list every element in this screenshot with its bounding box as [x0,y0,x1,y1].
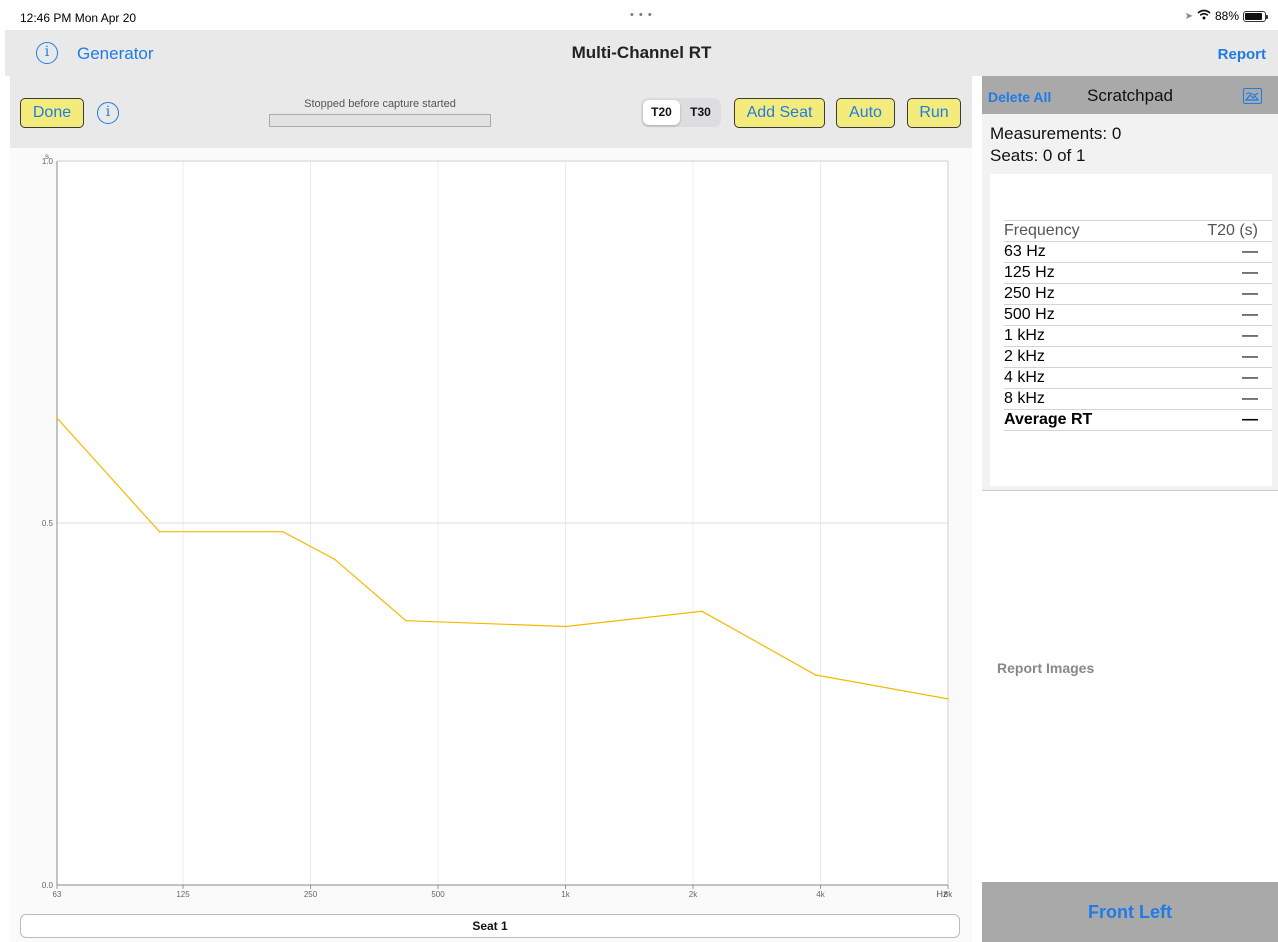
rt-data-point [158,530,161,533]
image-icon[interactable] [1243,88,1262,104]
info-circle-icon[interactable]: i [97,102,119,124]
rt-results-card: Frequency T20 (s) 63 Hz —125 Hz —250 Hz —50… [990,174,1272,486]
rt-chart-svg: 63 125 250 500 1k 2k 4k 8k 0.0 0.5 1.0s Hz [42,152,953,899]
average-value: — [1158,409,1272,431]
seat-bar: Seat 1 [10,910,972,942]
rt-data-point [701,610,703,613]
status-time: 12:46 PM Mon Apr 20 [20,11,137,25]
x-tick-label: 250 [304,890,318,899]
rt-value-cell: — [1158,304,1272,326]
front-left-button[interactable]: Front Left [982,882,1278,942]
y-tick-label: 0.0 [42,881,54,890]
y-tick-label: 0.5 [42,519,54,528]
frequency-cell: 4 kHz [1004,367,1159,389]
rt-data-point [281,530,284,533]
rt-metric-segmented-control: T20 T30 [641,98,721,127]
page-title: Multi-Channel RT [571,43,712,62]
rt-value-cell: — [1158,367,1272,389]
capture-status-text: Stopped before capture started [304,98,456,110]
frequency-cell: 250 Hz [1004,283,1159,305]
y-tick-label: 1.0 [42,157,54,166]
rt-chart: 63 125 250 500 1k 2k 4k 8k 0.0 0.5 1.0 s Hz [10,148,972,910]
rt-data-point [56,417,58,419]
frequency-column-header: Frequency [1004,220,1159,242]
scratchpad-title: Scratchpad [1087,86,1173,105]
run-button[interactable]: Run [907,98,961,128]
frequency-cell: 63 Hz [1004,241,1159,263]
battery-icon [1243,10,1268,22]
rt-value-cell: — [1158,388,1272,410]
segment-t30[interactable]: T30 [690,105,711,119]
frequency-cell: 500 Hz [1004,304,1159,326]
rt-data-point [405,619,407,622]
rt-value-cell: — [1158,262,1272,284]
x-tick-label: 2k [689,890,698,899]
table-row: 500 Hz — [1004,304,1272,326]
location-icon: ➤ [1184,10,1193,22]
average-label: Average RT [1004,409,1159,431]
table-row: 8 kHz — [1004,388,1272,410]
rt-data-point [947,698,949,700]
x-axis-label: Hz [937,889,948,899]
capture-progress-bar [269,114,491,127]
table-row: 4 kHz — [1004,367,1272,389]
x-tick-label: 8k [944,890,953,899]
table-row: 63 Hz — [1004,241,1272,263]
y-axis-label: s [45,152,49,161]
table-row: 125 Hz — [1004,262,1272,284]
rt-value-cell: — [1158,241,1272,263]
rt-data-point [564,625,567,628]
frequency-cell: 125 Hz [1004,262,1159,284]
frequency-cell: 8 kHz [1004,388,1159,410]
rt-data-point [333,558,336,560]
scratchpad-body: Measurements: 0 Seats: 0 of 1 Frequency … [982,114,1278,491]
table-row: 250 Hz — [1004,283,1272,305]
report-images-label: Report Images [997,660,1095,676]
status-bar: 12:46 PM Mon Apr 20 • • • ➤ 88% [0,0,1278,30]
table-header-row: Frequency T20 (s) [1004,220,1272,242]
multitasking-dots[interactable]: • • • [630,9,653,21]
average-row: Average RT — [1004,409,1272,431]
x-tick-label: 125 [176,890,190,899]
measurements-count: Measurements: 0 [990,124,1122,143]
frequency-cell: 2 kHz [1004,346,1159,368]
segment-t20[interactable]: T20 [643,100,680,125]
done-button[interactable]: Done [20,98,84,128]
wifi-icon [1197,9,1211,23]
rt-value-cell: — [1158,346,1272,368]
navigation-bar: i Generator Multi-Channel RT Report [5,30,1278,76]
add-seat-button[interactable]: Add Seat [734,98,825,128]
measurement-toolbar: Done i Stopped before capture started T2… [10,76,972,148]
table-row: 2 kHz — [1004,346,1272,368]
rt-value-cell: — [1158,283,1272,305]
value-column-header: T20 (s) [1158,220,1272,242]
battery-percent: 88% [1214,9,1239,23]
frequency-cell: 1 kHz [1004,325,1159,347]
x-tick-label: 1k [561,890,570,899]
rt-results-table: Frequency T20 (s) 63 Hz —125 Hz —250 Hz —50… [1004,220,1272,431]
seat-selector-button[interactable]: Seat 1 [20,914,960,938]
x-tick-label: 500 [431,890,445,899]
delete-all-button[interactable]: Delete All [988,89,1052,105]
generator-button[interactable]: Generator [77,44,154,63]
table-row: 1 kHz — [1004,325,1272,347]
scratchpad-header: Delete All Scratchpad [982,76,1278,114]
x-tick-label: 63 [53,890,62,899]
x-tick-label: 4k [816,890,825,899]
scratchpad-panel: Delete All Scratchpad Measurements: 0 Se… [982,76,1278,942]
info-circle-icon[interactable]: i [36,42,58,64]
rt-data-point [815,674,817,676]
report-button[interactable]: Report [1217,46,1266,63]
auto-button[interactable]: Auto [836,98,895,128]
status-indicators: ➤ 88% [1184,9,1268,23]
seats-count: Seats: 0 of 1 [990,146,1086,165]
rt-value-cell: — [1158,325,1272,347]
